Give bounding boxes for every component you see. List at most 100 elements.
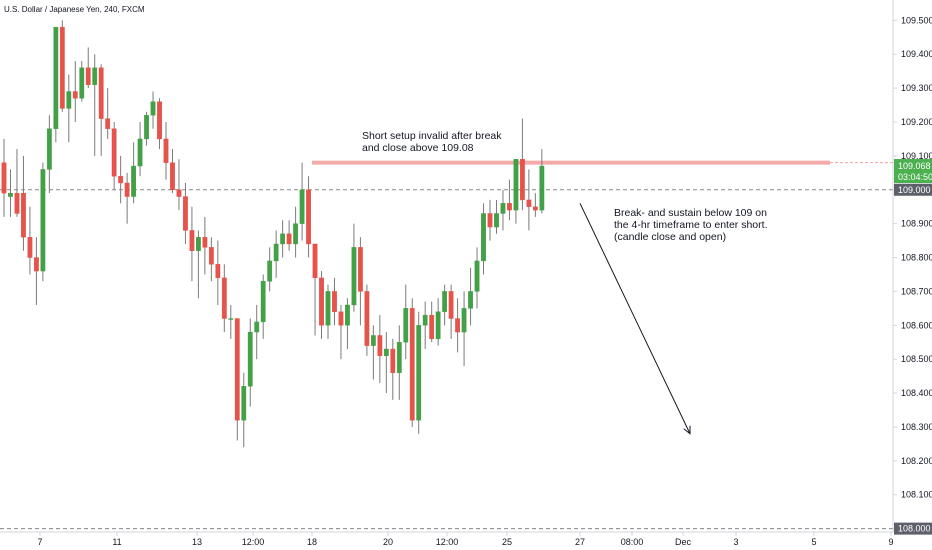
candle-body-down xyxy=(105,118,111,129)
candle xyxy=(1,138,7,217)
annotation-line: (candle close and open) xyxy=(614,231,726,243)
time-tick-label: Dec xyxy=(675,537,692,547)
candle xyxy=(435,298,441,346)
price-tick-label: 109.200 xyxy=(901,117,932,127)
candle-body-up xyxy=(461,308,467,333)
candle xyxy=(494,199,499,234)
candle-body-up xyxy=(267,260,273,282)
candle-body-down xyxy=(85,67,91,85)
candle-body-up xyxy=(435,311,441,340)
candle-body-up xyxy=(260,281,266,323)
candle xyxy=(79,60,85,102)
candle-body-down xyxy=(455,318,460,333)
candle xyxy=(215,240,221,305)
candle xyxy=(260,274,266,339)
candle-body-up xyxy=(273,243,279,262)
chart-title: U.S. Dollar / Japanese Yen, 240, FXCM xyxy=(4,5,145,14)
candle-body-up xyxy=(66,91,72,109)
candle-body-down xyxy=(21,192,26,238)
price-tick-label: 108.100 xyxy=(901,490,932,500)
candle xyxy=(507,179,512,221)
candle-body-down xyxy=(124,182,130,197)
candle-body-down xyxy=(390,348,396,373)
time-axis[interactable]: 7 11 13 12:00 18 20 12:00 25 27 08:00 Dec 3 5 9 xyxy=(37,532,894,547)
candle xyxy=(520,118,525,211)
candle xyxy=(98,64,104,156)
candle-body-down xyxy=(507,203,512,211)
candle-body-down xyxy=(312,243,318,279)
candle-body-down xyxy=(234,318,240,421)
price-tick-label: 108.200 xyxy=(901,456,932,466)
candle xyxy=(14,149,20,217)
candle xyxy=(66,74,72,143)
resistance-zone xyxy=(312,160,830,165)
price-axis[interactable]: 109.500109.400109.300109.200109.100109.0… xyxy=(893,15,932,534)
candle-body-up xyxy=(92,67,98,85)
time-tick-label: 9 xyxy=(888,537,893,547)
candle xyxy=(59,20,65,112)
time-tick-label: 25 xyxy=(502,537,512,547)
candle-body-down xyxy=(176,189,182,197)
candle xyxy=(422,301,428,350)
candle xyxy=(105,88,111,139)
candle-body-up xyxy=(370,335,376,346)
candle-body-down xyxy=(520,159,525,201)
time-tick-label: 13 xyxy=(192,537,202,547)
countdown-label: 03:04:50 xyxy=(898,172,932,182)
candle-body-down xyxy=(286,233,292,245)
candle-body-up xyxy=(481,213,486,262)
candle-body-up xyxy=(474,260,480,292)
candle xyxy=(189,206,195,282)
bottom-level-badge-label: 108.000 xyxy=(898,524,931,534)
time-tick-label: 20 xyxy=(383,537,393,547)
price-levels xyxy=(0,160,893,530)
candle xyxy=(254,304,260,360)
time-tick-label: 12:00 xyxy=(242,537,265,547)
candle-body-down xyxy=(98,67,104,119)
candle xyxy=(247,318,253,407)
time-tick-label: 5 xyxy=(811,537,816,547)
candle-body-up xyxy=(53,26,59,129)
candle xyxy=(364,284,370,356)
candle-body-up xyxy=(79,67,85,99)
candle xyxy=(455,298,460,353)
candle-body-down xyxy=(364,291,370,346)
candle xyxy=(370,325,376,380)
annotation-short-setup: Break- and sustain below 109 on the 4-hr … xyxy=(614,207,767,243)
candle xyxy=(481,203,486,275)
candle-body-down xyxy=(163,138,169,163)
candle-body-up xyxy=(280,233,286,245)
candle xyxy=(351,223,357,312)
candle xyxy=(306,176,311,258)
last-price-label: 109.068 xyxy=(898,161,931,171)
candle-body-down xyxy=(526,199,532,207)
candle xyxy=(358,237,363,326)
candle-body-up xyxy=(468,291,473,309)
candle xyxy=(21,155,26,251)
candle-body-up xyxy=(293,223,298,245)
candle xyxy=(124,172,130,224)
candle xyxy=(144,111,149,146)
annotations: Short setup invalid after break and close… xyxy=(362,130,767,435)
candle xyxy=(338,304,344,360)
candle-body-down xyxy=(377,335,383,356)
price-tick-label: 109.400 xyxy=(901,49,932,59)
candle-body-up xyxy=(228,318,234,320)
candle xyxy=(118,155,124,204)
candle-body-down xyxy=(170,162,175,190)
candle xyxy=(526,169,532,231)
candle xyxy=(345,298,350,350)
candle-body-up xyxy=(351,247,357,306)
candle xyxy=(429,301,435,343)
candle xyxy=(8,169,13,217)
projection-arrow xyxy=(579,203,691,435)
candle-body-up xyxy=(383,348,389,356)
candle-body-down xyxy=(72,91,78,99)
candle-body-down xyxy=(306,189,311,245)
candle-body-up xyxy=(422,314,428,326)
candle-body-down xyxy=(27,236,33,258)
time-tick-label: 27 xyxy=(575,537,585,547)
candle-body-down xyxy=(202,236,208,248)
candle xyxy=(383,332,389,394)
